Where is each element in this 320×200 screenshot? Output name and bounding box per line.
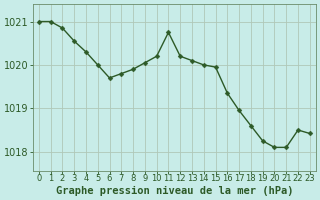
X-axis label: Graphe pression niveau de la mer (hPa): Graphe pression niveau de la mer (hPa) [56,186,293,196]
